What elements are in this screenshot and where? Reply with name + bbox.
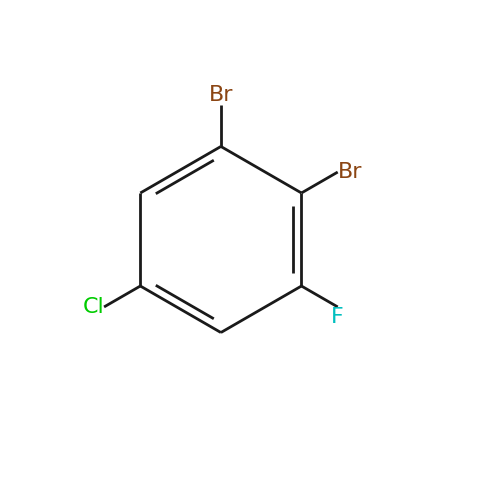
- Text: Cl: Cl: [82, 297, 104, 317]
- Text: Br: Br: [338, 162, 362, 182]
- Text: F: F: [331, 307, 344, 327]
- Text: Br: Br: [209, 85, 233, 104]
